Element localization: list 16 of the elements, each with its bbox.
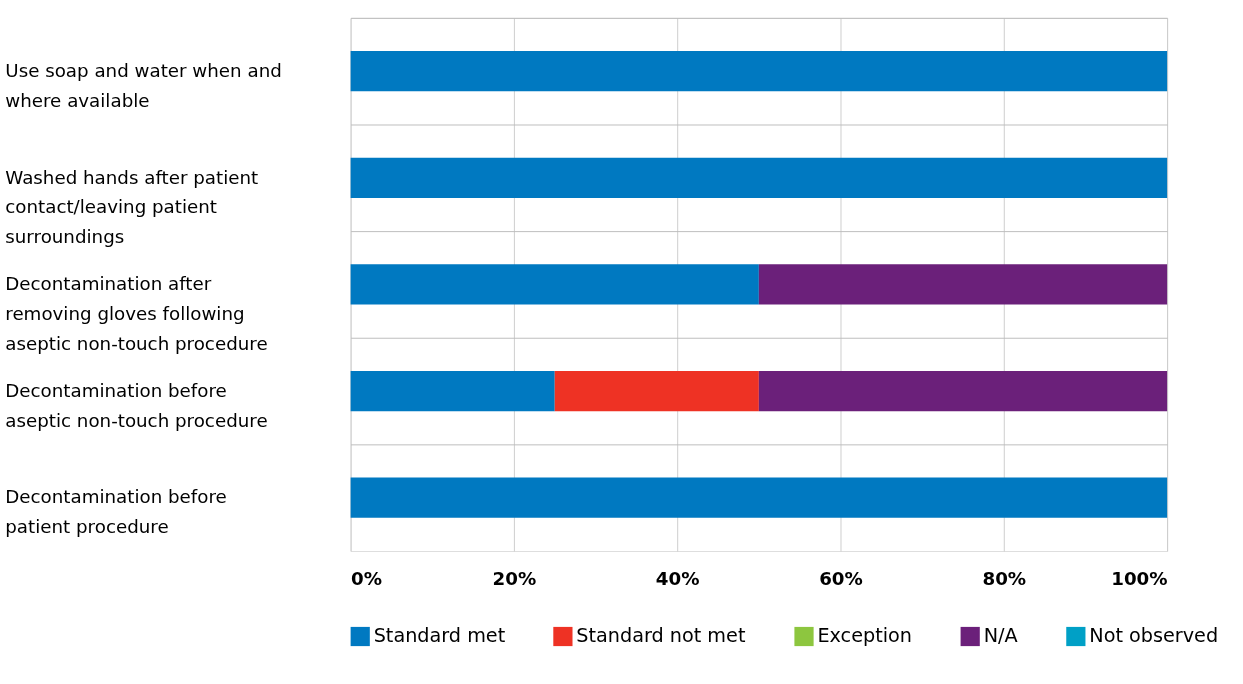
y-tick-label: Decontamination after removing gloves following aseptic non-touch procedure — [5, 273, 268, 354]
x-tick-label: 20% — [492, 568, 537, 590]
x-tick-label: 60% — [819, 568, 863, 590]
x-tick-label: 0% — [351, 568, 383, 590]
x-tick-label: 40% — [655, 568, 700, 590]
legend-label: Standard met — [373, 624, 506, 648]
y-tick-label: Decontamination before patient procedure — [5, 486, 227, 538]
legend-label: N/A — [983, 624, 1018, 648]
legend-label: Not observed — [1089, 624, 1219, 648]
legend-label: Exception — [817, 624, 912, 648]
y-tick-label: Decontamination before aseptic non-touch procedure — [5, 379, 268, 431]
x-tick-label: 80% — [982, 568, 1027, 590]
y-tick-label: Use soap and water when and where available — [5, 59, 282, 111]
y-tick-label: Washed hands after patient contact/leaving patient surroundings — [5, 166, 259, 248]
legend-label: Standard not met — [576, 624, 746, 648]
x-tick-label: 100% — [1111, 568, 1168, 590]
